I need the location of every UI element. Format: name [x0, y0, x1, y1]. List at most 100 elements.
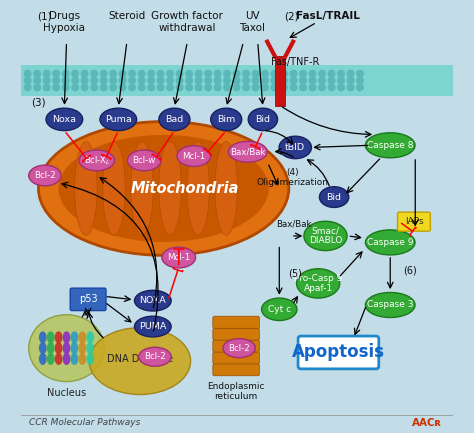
- Circle shape: [271, 84, 278, 90]
- Circle shape: [205, 71, 211, 77]
- Text: Fas/TNF-R: Fas/TNF-R: [271, 57, 319, 67]
- Circle shape: [176, 78, 183, 84]
- Circle shape: [167, 71, 173, 77]
- Circle shape: [110, 78, 116, 84]
- Circle shape: [100, 71, 107, 77]
- Circle shape: [281, 84, 287, 90]
- FancyBboxPatch shape: [213, 316, 259, 328]
- Circle shape: [25, 84, 31, 90]
- Bar: [21, 65, 453, 96]
- Text: Mitochondria: Mitochondria: [131, 181, 239, 196]
- Circle shape: [25, 78, 31, 84]
- Circle shape: [224, 78, 230, 84]
- Ellipse shape: [39, 331, 46, 343]
- Circle shape: [262, 84, 268, 90]
- Ellipse shape: [86, 331, 94, 343]
- Ellipse shape: [297, 269, 340, 298]
- Circle shape: [44, 84, 50, 90]
- Circle shape: [138, 78, 145, 84]
- Text: Caspase 9: Caspase 9: [367, 238, 413, 247]
- Text: NOXA: NOXA: [139, 296, 166, 305]
- Circle shape: [271, 71, 278, 77]
- Ellipse shape: [63, 331, 71, 343]
- Circle shape: [148, 78, 155, 84]
- Ellipse shape: [39, 353, 46, 365]
- Ellipse shape: [135, 316, 171, 337]
- Ellipse shape: [63, 353, 71, 365]
- Circle shape: [300, 84, 306, 90]
- Ellipse shape: [55, 331, 63, 343]
- Circle shape: [63, 71, 69, 77]
- Circle shape: [310, 78, 316, 84]
- Ellipse shape: [262, 298, 297, 320]
- Text: (6): (6): [403, 265, 417, 275]
- Circle shape: [319, 84, 325, 90]
- Circle shape: [281, 78, 287, 84]
- Circle shape: [186, 84, 192, 90]
- Bar: [275, 55, 285, 106]
- Circle shape: [195, 78, 202, 84]
- Circle shape: [63, 84, 69, 90]
- Text: Caspase 8: Caspase 8: [367, 141, 413, 150]
- Circle shape: [252, 84, 259, 90]
- Ellipse shape: [139, 347, 171, 366]
- Ellipse shape: [58, 135, 269, 242]
- Circle shape: [214, 84, 221, 90]
- Circle shape: [157, 71, 164, 77]
- Text: Noxa: Noxa: [52, 115, 76, 124]
- Circle shape: [25, 71, 31, 77]
- Text: UV
Taxol: UV Taxol: [239, 12, 265, 33]
- Ellipse shape: [223, 339, 255, 358]
- Circle shape: [148, 84, 155, 90]
- Circle shape: [176, 84, 183, 90]
- Text: Bad: Bad: [165, 115, 183, 124]
- Circle shape: [129, 78, 136, 84]
- Circle shape: [63, 78, 69, 84]
- Text: tBID: tBID: [285, 143, 305, 152]
- Circle shape: [271, 78, 278, 84]
- Circle shape: [91, 78, 97, 84]
- Text: Pro-Casp 9
Apaf-1: Pro-Casp 9 Apaf-1: [294, 274, 342, 293]
- Text: Caspase 3: Caspase 3: [367, 301, 413, 310]
- Circle shape: [262, 71, 268, 77]
- Circle shape: [224, 84, 230, 90]
- Circle shape: [72, 78, 78, 84]
- Text: p53: p53: [79, 294, 97, 304]
- Circle shape: [357, 71, 363, 77]
- Circle shape: [262, 78, 268, 84]
- Circle shape: [110, 84, 116, 90]
- Circle shape: [44, 71, 50, 77]
- Circle shape: [72, 84, 78, 90]
- FancyBboxPatch shape: [213, 340, 259, 352]
- Circle shape: [157, 84, 164, 90]
- Ellipse shape: [47, 342, 55, 354]
- Circle shape: [205, 84, 211, 90]
- Ellipse shape: [39, 342, 46, 354]
- Circle shape: [119, 84, 126, 90]
- Circle shape: [53, 84, 59, 90]
- Ellipse shape: [89, 328, 191, 394]
- FancyBboxPatch shape: [298, 336, 379, 369]
- Ellipse shape: [47, 353, 55, 365]
- Text: PUMA: PUMA: [139, 322, 166, 331]
- Text: Bcl-2: Bcl-2: [228, 344, 250, 352]
- Ellipse shape: [248, 108, 278, 131]
- Circle shape: [82, 78, 88, 84]
- Circle shape: [82, 84, 88, 90]
- Circle shape: [167, 78, 173, 84]
- Text: FasL/TRAIL: FasL/TRAIL: [296, 12, 360, 22]
- Ellipse shape: [79, 342, 86, 354]
- Text: DNA Damage: DNA Damage: [107, 354, 173, 364]
- Ellipse shape: [128, 150, 161, 171]
- Ellipse shape: [47, 331, 55, 343]
- Circle shape: [129, 71, 136, 77]
- Ellipse shape: [319, 187, 349, 207]
- FancyBboxPatch shape: [213, 364, 259, 376]
- Circle shape: [243, 71, 249, 77]
- Circle shape: [138, 84, 145, 90]
- Circle shape: [310, 84, 316, 90]
- Text: Growth factor
withdrawal: Growth factor withdrawal: [151, 12, 223, 33]
- Circle shape: [290, 71, 297, 77]
- Ellipse shape: [29, 315, 104, 381]
- Ellipse shape: [365, 292, 415, 317]
